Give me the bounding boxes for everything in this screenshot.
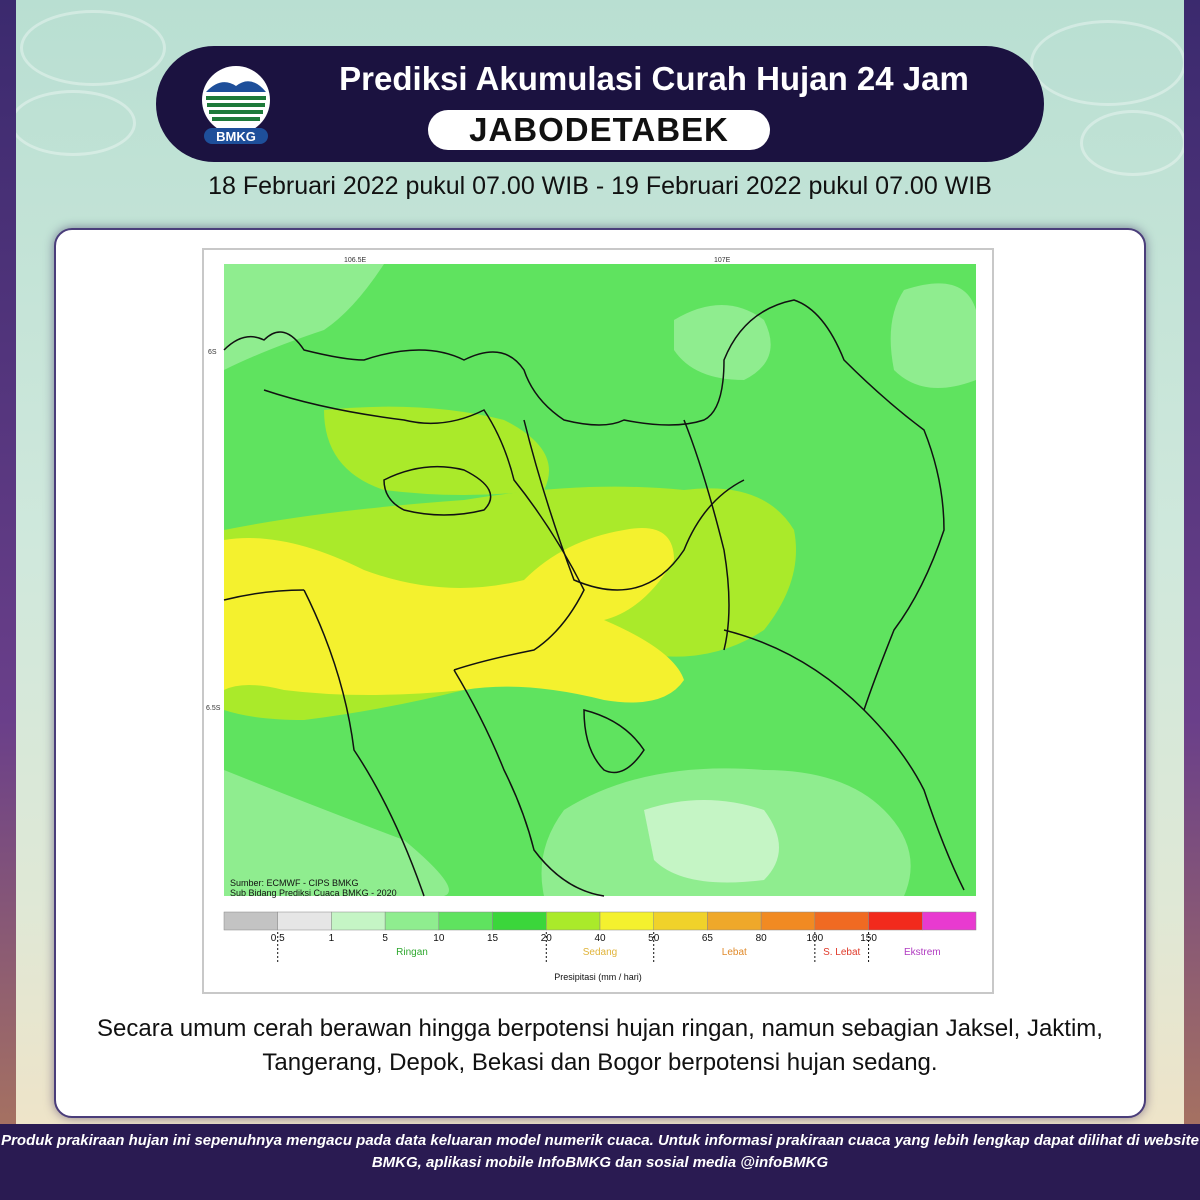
- side-border-left: [0, 0, 16, 1200]
- legend-swatch: [922, 911, 977, 931]
- forecast-description: Secara umum cerah berawan hingga berpote…: [97, 1015, 1103, 1076]
- footer-note: Produk prakiraan hujan ini sepenuhnya me…: [1, 1132, 1199, 1171]
- legend-swatch: [384, 911, 440, 931]
- header-banner: BMKG Prediksi Akumulasi Curah Hujan 24 J…: [156, 46, 1044, 162]
- legend-value-label: 0.5: [271, 933, 285, 944]
- legend-swatch: [438, 911, 493, 931]
- rainfall-map: 106.5E 107E 6S 6.5S Sumber: ECMWF - CIPS…: [202, 248, 994, 994]
- legend-value-label: 15: [487, 933, 499, 944]
- legend-value-label: 10: [433, 933, 445, 944]
- decor-swirl: [1080, 110, 1186, 176]
- lat-tick: 6.5S: [206, 705, 221, 712]
- zone-moderate-low: [324, 406, 549, 495]
- legend-value-label: 150: [860, 933, 877, 944]
- legend-value-label: 40: [594, 933, 606, 944]
- content-card: 106.5E 107E 6S 6.5S Sumber: ECMWF - CIPS…: [54, 228, 1146, 1118]
- bmkg-logo: BMKG: [202, 66, 270, 144]
- side-border-right: [1184, 0, 1200, 1200]
- legend-swatch: [760, 911, 816, 931]
- legend-swatch: [653, 911, 708, 931]
- legend-swatch: [814, 911, 869, 931]
- admin-boundaries: [223, 299, 965, 897]
- legend-value-label: 80: [756, 933, 768, 944]
- legend-swatch: [492, 911, 547, 931]
- zone-light: [224, 770, 449, 896]
- legend-swatch: [223, 911, 278, 931]
- decor-swirl: [1030, 20, 1186, 106]
- lon-tick: 107E: [714, 257, 731, 264]
- legend-category-label: S. Lebat: [823, 947, 860, 958]
- legend-swatch: [277, 911, 332, 931]
- forecast-period: 18 Februari 2022 pukul 07.00 WIB - 19 Fe…: [208, 172, 992, 200]
- logo-text: BMKG: [216, 129, 256, 144]
- source-line-2: Sub Bidang Prediksi Cuaca BMKG - 2020: [230, 888, 397, 898]
- rainfall-map-svg: 106.5E 107E 6S 6.5S Sumber: ECMWF - CIPS…: [206, 257, 977, 982]
- legend-categories: Ringan Sedang Lebat S. Lebat Ekstrem: [277, 932, 941, 962]
- legend-category-label: Ekstrem: [904, 947, 941, 958]
- legend-colorbar: [223, 911, 977, 931]
- legend-swatch: [331, 911, 386, 931]
- legend-axis-label: Presipitasi (mm / hari): [554, 972, 642, 982]
- region-badge: JABODETABEK: [428, 110, 770, 150]
- lat-tick: 6S: [208, 349, 217, 356]
- legend-value-label: 50: [648, 933, 660, 944]
- zone-light: [224, 264, 384, 370]
- legend-value-label: 100: [807, 933, 824, 944]
- page-title: Prediksi Akumulasi Curah Hujan 24 Jam: [339, 60, 969, 97]
- legend-swatch: [599, 911, 654, 931]
- zone-moderate: [224, 528, 684, 703]
- legend-swatch: [546, 911, 601, 931]
- legend-swatch: [868, 911, 923, 931]
- decor-swirl: [20, 10, 166, 86]
- legend-category-label: Sedang: [583, 947, 617, 958]
- source-line-1: Sumber: ECMWF - CIPS BMKG: [230, 878, 359, 888]
- legend-values: 0.5 1 5 10 15 20 40 50 65 80 100 150: [271, 933, 878, 944]
- lon-tick: 106.5E: [344, 257, 367, 264]
- legend-value-label: 5: [382, 933, 388, 944]
- zone-lighter: [644, 800, 779, 883]
- legend-value-label: 65: [702, 933, 714, 944]
- zone-light: [890, 283, 976, 388]
- legend-swatch: [707, 911, 762, 931]
- footer-background: [0, 1124, 1200, 1200]
- legend-category-label: Ringan: [396, 947, 428, 958]
- legend-category-label: Lebat: [722, 947, 747, 958]
- legend-value-label: 1: [329, 933, 335, 944]
- decor-swirl: [10, 90, 136, 156]
- legend-value-label: 20: [541, 933, 553, 944]
